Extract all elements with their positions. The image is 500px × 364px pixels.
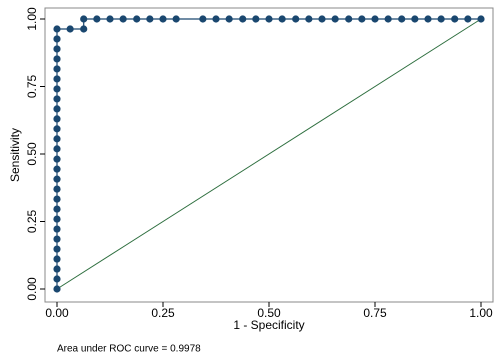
roc-point	[53, 85, 61, 93]
annotation: Area under ROC curve = 0.9978	[57, 344, 201, 355]
roc-point	[53, 275, 61, 283]
roc-point	[53, 185, 61, 193]
roc-point	[53, 45, 61, 53]
roc-point	[80, 15, 88, 23]
y-tick-label: 0.50	[25, 142, 39, 166]
roc-point	[146, 15, 154, 23]
x-tick-label: 1.00	[469, 306, 493, 320]
roc-point	[53, 95, 61, 103]
roc-point	[53, 55, 61, 63]
roc-point	[159, 15, 167, 23]
roc-point	[437, 15, 445, 23]
roc-point	[133, 15, 141, 23]
roc-point	[384, 15, 392, 23]
roc-point	[398, 15, 406, 23]
plot-frame	[44, 7, 494, 303]
roc-point	[358, 15, 366, 23]
roc-point	[53, 125, 61, 133]
y-tick-label: 0.25	[25, 209, 39, 233]
roc-point	[53, 155, 61, 163]
roc-point	[53, 165, 61, 173]
y-tick-label: 0.00	[25, 277, 39, 301]
roc-point	[239, 15, 247, 23]
reference-line	[56, 18, 482, 290]
roc-point	[278, 15, 286, 23]
roc-point	[53, 65, 61, 73]
roc-point	[265, 15, 273, 23]
roc-point	[53, 175, 61, 183]
roc-point	[119, 15, 127, 23]
y-tick-label: 1.00	[25, 7, 39, 31]
roc-point	[451, 15, 459, 23]
x-tick-label: 0.00	[45, 306, 69, 320]
roc-point	[53, 145, 61, 153]
roc-point	[66, 25, 74, 33]
roc-point	[318, 15, 326, 23]
roc-point	[477, 15, 485, 23]
roc-point	[424, 15, 432, 23]
roc-point	[345, 15, 353, 23]
roc-point	[331, 15, 339, 23]
roc-point	[53, 285, 61, 293]
roc-point	[93, 15, 101, 23]
roc-point	[53, 265, 61, 273]
roc-point	[53, 215, 61, 223]
x-tick-label: 0.75	[363, 306, 387, 320]
roc-point	[225, 15, 233, 23]
roc-point	[305, 15, 313, 23]
y-axis-label: Sensitivity	[8, 128, 22, 182]
roc-point	[53, 75, 61, 83]
roc-point	[106, 15, 114, 23]
roc-point	[53, 25, 61, 33]
roc-point	[53, 235, 61, 243]
roc-point	[53, 245, 61, 253]
roc-point	[53, 225, 61, 233]
x-tick-label: 0.25	[151, 306, 175, 320]
roc-point	[80, 25, 88, 33]
roc-point	[252, 15, 260, 23]
roc-point	[212, 15, 220, 23]
y-tick-label: 0.75	[25, 74, 39, 98]
roc-point	[53, 205, 61, 213]
roc-point	[172, 15, 180, 23]
roc-point	[53, 35, 61, 43]
roc-point	[53, 115, 61, 123]
roc-point	[53, 255, 61, 263]
roc-point	[411, 15, 419, 23]
x-axis-label: 1 - Specificity	[233, 318, 304, 332]
x-tick-label: 0.50	[257, 306, 281, 320]
roc-point	[53, 195, 61, 203]
roc-point	[53, 135, 61, 143]
roc-point	[371, 15, 379, 23]
roc-point	[464, 15, 472, 23]
roc-point	[292, 15, 300, 23]
roc-point	[199, 15, 207, 23]
roc-point	[53, 105, 61, 113]
